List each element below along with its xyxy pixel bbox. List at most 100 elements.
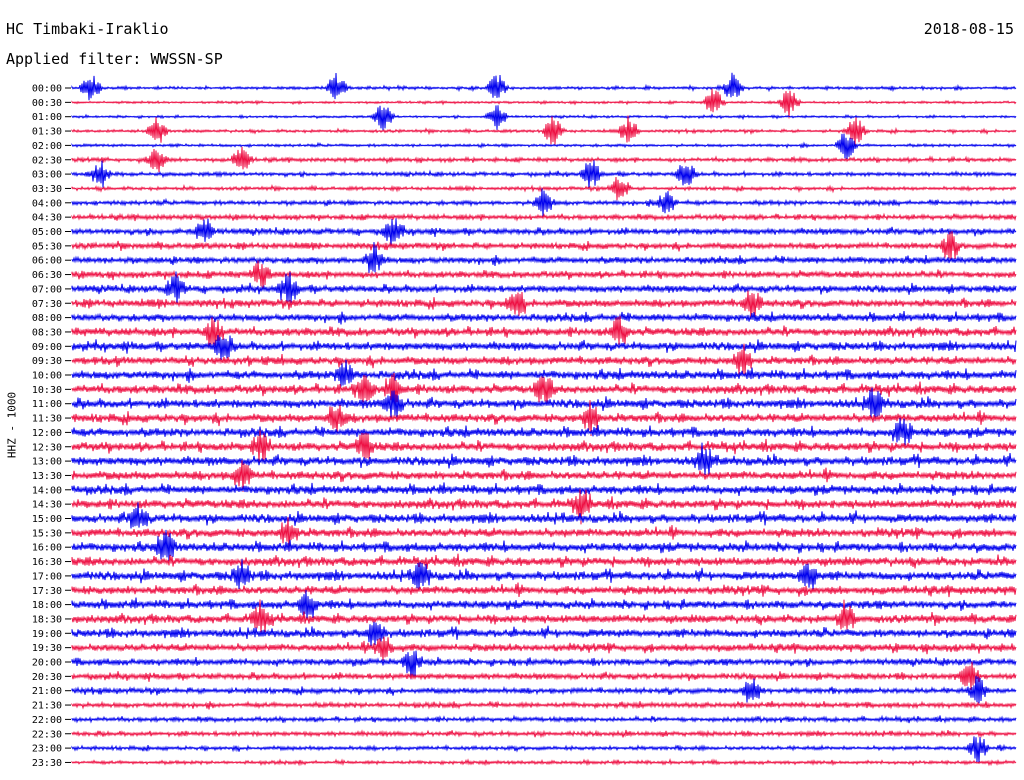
time-tick-label: 14:00 xyxy=(32,485,62,496)
time-tick-label: 17:00 xyxy=(32,571,62,582)
trace-line xyxy=(71,311,1017,325)
time-tick-label: 23:00 xyxy=(32,744,62,755)
trace-line xyxy=(71,553,1017,570)
time-tick-label: 15:30 xyxy=(32,528,62,539)
trace-line xyxy=(71,650,1017,680)
filter-label: Applied filter: WWSSN-SP xyxy=(6,50,223,68)
trace-line xyxy=(71,160,1017,190)
trace-line xyxy=(71,146,1017,173)
trace-line xyxy=(71,529,1017,562)
time-tick-label: 06:30 xyxy=(32,270,62,281)
time-tick-label: 21:30 xyxy=(32,701,62,712)
trace-line xyxy=(71,231,1017,262)
time-tick-label: 01:30 xyxy=(32,127,62,138)
time-tick-label: 11:30 xyxy=(32,414,62,425)
time-tick-label: 05:00 xyxy=(32,227,62,238)
time-tick-label: 05:30 xyxy=(32,241,62,252)
trace-line xyxy=(71,482,1017,497)
time-tick-label: 07:00 xyxy=(32,284,62,295)
trace-line xyxy=(71,729,1017,739)
trace-line xyxy=(71,502,1017,529)
trace-line xyxy=(71,218,1017,249)
trace-line xyxy=(71,242,1017,273)
time-tick-label: 07:30 xyxy=(32,299,62,310)
trace-line xyxy=(71,188,1017,218)
time-tick-label: 18:30 xyxy=(32,614,62,625)
time-tick-label: 06:00 xyxy=(32,256,62,267)
time-tick-label: 12:30 xyxy=(32,442,62,453)
time-tick-label: 22:00 xyxy=(32,715,62,726)
time-tick-label: 21:00 xyxy=(32,686,62,697)
time-tick-label: 02:00 xyxy=(32,141,62,152)
time-tick-label: 12:00 xyxy=(32,428,62,439)
trace-line xyxy=(71,260,1017,291)
time-tick-label: 20:30 xyxy=(32,672,62,683)
trace-line xyxy=(71,400,1017,437)
trace-line xyxy=(71,758,1017,767)
trace-line xyxy=(71,335,1017,361)
time-tick-label: 04:00 xyxy=(32,198,62,209)
trace-line xyxy=(71,559,1017,590)
trace-line xyxy=(71,290,1017,320)
trace-line xyxy=(71,115,1017,147)
trace-line xyxy=(71,359,1017,387)
time-tick-label: 02:30 xyxy=(32,155,62,166)
trace-line xyxy=(71,133,1017,160)
time-tick-label: 23:30 xyxy=(32,758,62,769)
trace-line xyxy=(71,582,1017,598)
station-title: HC Timbaki-Iraklio xyxy=(6,20,169,38)
time-tick-label: 11:00 xyxy=(32,399,62,410)
time-tick-label: 22:30 xyxy=(32,729,62,740)
time-tick-label: 15:00 xyxy=(32,514,62,525)
time-tick-label: 17:30 xyxy=(32,586,62,597)
time-tick-label: 03:30 xyxy=(32,184,62,195)
time-tick-label: 10:30 xyxy=(32,385,62,396)
trace-line xyxy=(71,430,1017,463)
trace-line xyxy=(71,460,1017,493)
time-tick-label: 13:00 xyxy=(32,457,62,468)
trace-line xyxy=(71,714,1017,724)
trace-line xyxy=(71,105,1017,131)
trace-line xyxy=(71,489,1017,525)
trace-line xyxy=(71,675,1017,704)
time-tick-label: 13:30 xyxy=(32,471,62,482)
trace-line xyxy=(71,736,1017,764)
trace-line xyxy=(71,343,1017,376)
time-tick-label: 09:30 xyxy=(32,356,62,367)
trace-line xyxy=(71,387,1017,422)
date-label: 2018-08-15 xyxy=(923,20,1014,38)
trace-line xyxy=(71,88,1017,119)
time-tick-label: 09:00 xyxy=(32,342,62,353)
time-tick-label: 19:00 xyxy=(32,629,62,640)
trace-line xyxy=(71,417,1017,446)
trace-line xyxy=(71,636,1017,661)
trace-line xyxy=(71,442,1017,477)
time-tick-label: 10:00 xyxy=(32,371,62,382)
trace-line xyxy=(71,315,1017,347)
time-tick-label: 14:30 xyxy=(32,500,62,511)
trace-line xyxy=(71,212,1017,222)
time-tick-label: 08:00 xyxy=(32,313,62,324)
time-tick-label: 00:30 xyxy=(32,98,62,109)
time-tick-label: 20:00 xyxy=(32,658,62,669)
time-tick-label: 04:30 xyxy=(32,213,62,224)
trace-line xyxy=(71,517,1017,552)
time-tick-label: 08:30 xyxy=(32,327,62,338)
trace-line xyxy=(71,621,1017,646)
trace-line xyxy=(71,271,1017,306)
trace-line xyxy=(71,700,1017,710)
trace-line xyxy=(71,176,1017,201)
time-tick-label: 16:00 xyxy=(32,543,62,554)
time-tick-label: 01:00 xyxy=(32,112,62,123)
trace-line xyxy=(71,372,1017,407)
time-tick-label: 18:00 xyxy=(32,600,62,611)
trace-line xyxy=(71,72,1017,101)
time-tick-label: 16:30 xyxy=(32,557,62,568)
trace-line xyxy=(71,590,1017,621)
time-tick-label: 03:00 xyxy=(32,170,62,181)
trace-line xyxy=(71,599,1017,633)
trace-line xyxy=(71,661,1017,691)
time-tick-label: 00:00 xyxy=(32,84,62,95)
time-tick-label: 19:30 xyxy=(32,643,62,654)
